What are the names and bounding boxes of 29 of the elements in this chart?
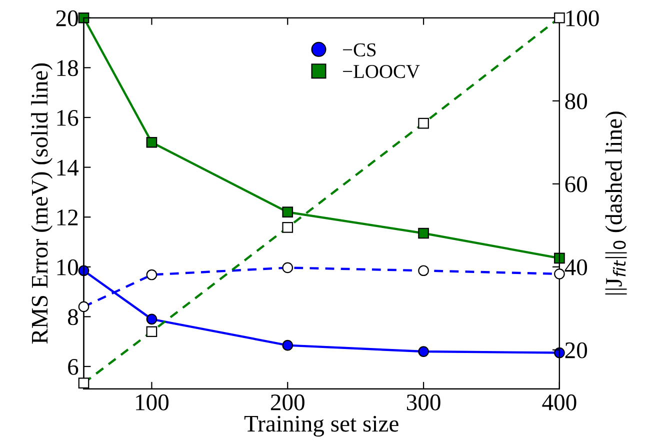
x-tick-label: 100 <box>136 394 169 410</box>
y2-axis-title: ||J$_{fit}$||$_{0}$ (dashed line) <box>605 112 627 295</box>
x-axis-title: Training set size <box>244 416 398 437</box>
y2-tick-label: 60 <box>565 176 588 192</box>
y2-tick-label: 40 <box>564 259 588 276</box>
x-tick-label: 300 <box>406 394 440 410</box>
point <box>554 252 565 264</box>
y-tick-label: 18 <box>57 60 78 76</box>
point <box>146 314 158 325</box>
y-tick-label: 16 <box>57 110 78 126</box>
y-tick-label: 12 <box>57 210 78 226</box>
x-tick-label: 200 <box>270 394 304 410</box>
y-axis-title: RMS Error (meV) (solid line) <box>31 63 52 344</box>
y-tick-label: 14 <box>57 160 79 176</box>
y2-tick-label: 100 <box>566 10 599 26</box>
y2-tick-label: 20 <box>565 342 588 358</box>
y-tick-label: 20 <box>56 10 78 26</box>
y-tick-label: 6 <box>68 359 78 375</box>
y-tick-label: 10 <box>57 259 78 276</box>
point <box>282 206 294 218</box>
y2-tick-label: 80 <box>565 93 588 110</box>
point <box>418 228 429 239</box>
legend-label: −LOOCV <box>343 65 420 78</box>
y-tick-label: 8 <box>68 309 78 326</box>
point <box>282 340 294 351</box>
legend-label: −CS <box>343 43 376 56</box>
x-tick-label: 400 <box>542 394 576 410</box>
point <box>146 136 158 148</box>
point <box>418 346 429 357</box>
